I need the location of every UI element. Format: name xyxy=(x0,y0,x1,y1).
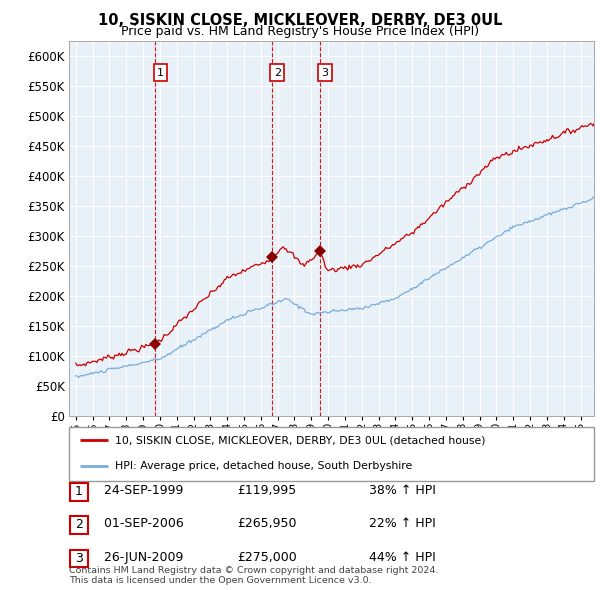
FancyBboxPatch shape xyxy=(70,516,88,533)
Text: 01-SEP-2006: 01-SEP-2006 xyxy=(96,517,184,530)
Text: 1: 1 xyxy=(75,485,83,499)
Text: £275,000: £275,000 xyxy=(237,551,297,564)
Text: 10, SISKIN CLOSE, MICKLEOVER, DERBY, DE3 0UL (detached house): 10, SISKIN CLOSE, MICKLEOVER, DERBY, DE3… xyxy=(115,435,486,445)
Text: £265,950: £265,950 xyxy=(237,517,296,530)
FancyBboxPatch shape xyxy=(69,427,594,481)
Text: 3: 3 xyxy=(75,552,83,565)
Text: 44% ↑ HPI: 44% ↑ HPI xyxy=(369,551,436,564)
Text: 10, SISKIN CLOSE, MICKLEOVER, DERBY, DE3 0UL: 10, SISKIN CLOSE, MICKLEOVER, DERBY, DE3… xyxy=(98,13,502,28)
Text: 2: 2 xyxy=(75,518,83,532)
Text: HPI: Average price, detached house, South Derbyshire: HPI: Average price, detached house, Sout… xyxy=(115,461,412,471)
Text: 38% ↑ HPI: 38% ↑ HPI xyxy=(369,484,436,497)
FancyBboxPatch shape xyxy=(70,483,88,500)
Text: Contains HM Land Registry data © Crown copyright and database right 2024.
This d: Contains HM Land Registry data © Crown c… xyxy=(69,566,439,585)
Text: 3: 3 xyxy=(321,67,328,77)
Text: 2: 2 xyxy=(274,67,281,77)
Text: 22% ↑ HPI: 22% ↑ HPI xyxy=(369,517,436,530)
Text: £119,995: £119,995 xyxy=(237,484,296,497)
Text: Price paid vs. HM Land Registry's House Price Index (HPI): Price paid vs. HM Land Registry's House … xyxy=(121,25,479,38)
Text: 24-SEP-1999: 24-SEP-1999 xyxy=(96,484,184,497)
FancyBboxPatch shape xyxy=(70,550,88,567)
Text: 26-JUN-2009: 26-JUN-2009 xyxy=(96,551,184,564)
Text: 1: 1 xyxy=(157,67,164,77)
